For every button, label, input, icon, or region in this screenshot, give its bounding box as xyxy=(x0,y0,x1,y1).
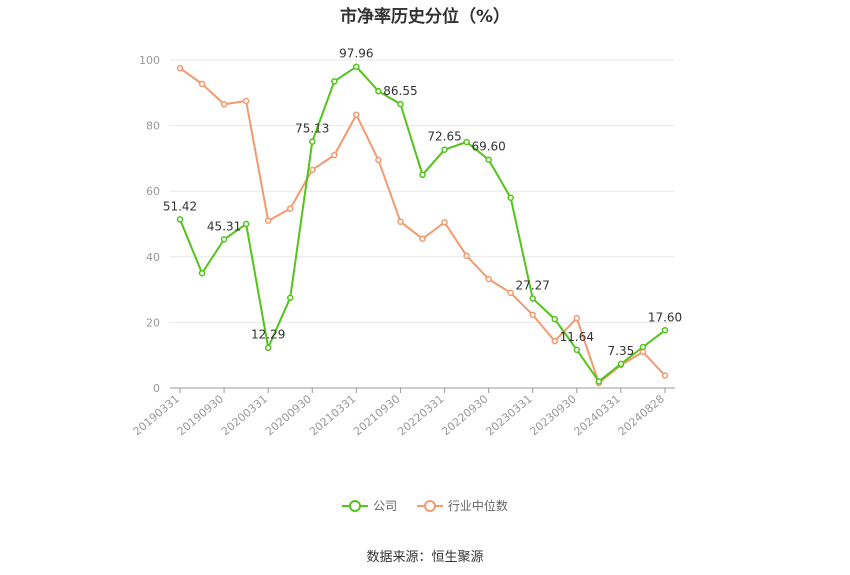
x-tick-label-20200331: 20200331 xyxy=(219,392,270,438)
data-label-company-12: 72.65 xyxy=(427,130,461,144)
point-company-12 xyxy=(441,146,448,153)
point-company-13 xyxy=(463,138,470,146)
data-label-company-4: 12.29 xyxy=(251,328,285,342)
data-labels: 51.42 45.31 12.29 75.13 97.96 86.55 72.65 69.60… xyxy=(163,47,682,358)
x-tick-label-20240828: 20240828 xyxy=(616,392,667,438)
point-company-17 xyxy=(551,315,559,323)
point-company-0 xyxy=(176,216,184,223)
x-tick-label-20220331: 20220331 xyxy=(395,392,446,438)
legend-swatch-industry-median xyxy=(416,499,443,513)
data-label-company-6: 75.13 xyxy=(295,122,329,136)
point-company-1 xyxy=(198,269,206,277)
data-label-company-2: 45.31 xyxy=(207,219,241,233)
x-tick-label-20220930: 20220930 xyxy=(439,392,490,438)
point-company-14 xyxy=(485,156,492,163)
point-industry-median-22 xyxy=(661,372,669,379)
point-industry-median-15 xyxy=(507,289,514,297)
y-tick-label-100: 100 xyxy=(139,54,160,67)
x-tick-label-20210930: 20210930 xyxy=(351,392,402,438)
x-tick-label-20210331: 20210331 xyxy=(307,392,358,438)
point-industry-median-18 xyxy=(573,314,581,322)
point-company-15 xyxy=(507,194,514,202)
point-company-8 xyxy=(353,63,360,70)
point-company-10 xyxy=(397,100,404,108)
y-tick-label-20: 20 xyxy=(146,316,160,329)
point-company-16 xyxy=(529,295,536,302)
point-industry-median-17 xyxy=(551,337,559,345)
point-industry-median-0 xyxy=(176,64,184,72)
legend: 公司 行业中位数 xyxy=(0,497,850,516)
point-company-22 xyxy=(661,327,669,334)
point-industry-median-11 xyxy=(419,235,426,243)
series-layer xyxy=(176,63,669,387)
point-company-6 xyxy=(309,138,316,145)
legend-item-industry-median[interactable]: 行业中位数 xyxy=(416,497,508,514)
point-industry-median-5 xyxy=(286,205,294,212)
point-company-9 xyxy=(375,87,382,95)
point-company-18 xyxy=(573,346,581,354)
point-industry-median-7 xyxy=(331,151,338,159)
data-label-company-22: 17.60 xyxy=(648,310,682,324)
point-company-7 xyxy=(331,78,338,85)
data-label-company-20: 7.35 xyxy=(608,344,635,358)
point-industry-median-12 xyxy=(441,219,448,226)
y-tick-label-80: 80 xyxy=(146,120,160,133)
x-tick-label-20190930: 20190930 xyxy=(175,392,226,438)
point-industry-median-1 xyxy=(198,80,206,88)
x-tick-label-20230930: 20230930 xyxy=(527,392,578,438)
point-company-21 xyxy=(639,343,647,351)
point-company-3 xyxy=(242,220,250,228)
x-tick-label-20230331: 20230331 xyxy=(483,392,534,438)
point-industry-median-6 xyxy=(309,166,316,174)
point-industry-median-13 xyxy=(463,252,470,260)
point-company-11 xyxy=(419,171,426,179)
data-label-company-16: 27.27 xyxy=(516,279,550,293)
point-industry-median-10 xyxy=(397,218,404,225)
point-industry-median-2 xyxy=(220,101,228,108)
x-tick-label-20190331: 20190331 xyxy=(131,392,182,438)
data-label-company-10: 86.55 xyxy=(383,84,417,98)
y-tick-label-40: 40 xyxy=(146,251,160,264)
point-industry-median-16 xyxy=(529,311,536,319)
point-industry-median-3 xyxy=(242,97,250,105)
x-tick-label-20240331: 20240331 xyxy=(572,392,623,438)
data-label-company-0: 51.42 xyxy=(163,199,197,213)
y-tick-label-0: 0 xyxy=(153,382,160,395)
source-note: 数据来源：恒生聚源 xyxy=(366,550,484,565)
data-label-company-8: 97.96 xyxy=(339,47,373,61)
point-industry-median-4 xyxy=(264,217,272,224)
data-label-company-18: 11.64 xyxy=(560,330,594,344)
point-company-4 xyxy=(264,344,272,351)
chart-title: 市净率历史分位（%） xyxy=(339,7,511,27)
point-company-2 xyxy=(220,236,228,243)
legend-label-industry-median: 行业中位数 xyxy=(447,499,508,513)
point-company-19 xyxy=(595,378,603,385)
grid-lines xyxy=(170,59,675,323)
x-tick-label-20200930: 20200930 xyxy=(263,392,314,438)
line-chart: 0 20 40 60 80 100 2019033120190930202003312020… xyxy=(131,47,683,439)
legend-label-company: 公司 xyxy=(373,499,398,513)
y-tick-label-60: 60 xyxy=(146,185,160,198)
point-company-20 xyxy=(617,360,625,368)
legend-item-company[interactable]: 公司 xyxy=(342,497,397,514)
point-industry-median-14 xyxy=(485,275,492,283)
point-industry-median-9 xyxy=(375,156,382,164)
point-company-5 xyxy=(286,294,294,302)
data-label-company-14: 69.60 xyxy=(471,140,505,154)
point-industry-median-8 xyxy=(353,111,360,119)
legend-swatch-company xyxy=(342,499,369,513)
